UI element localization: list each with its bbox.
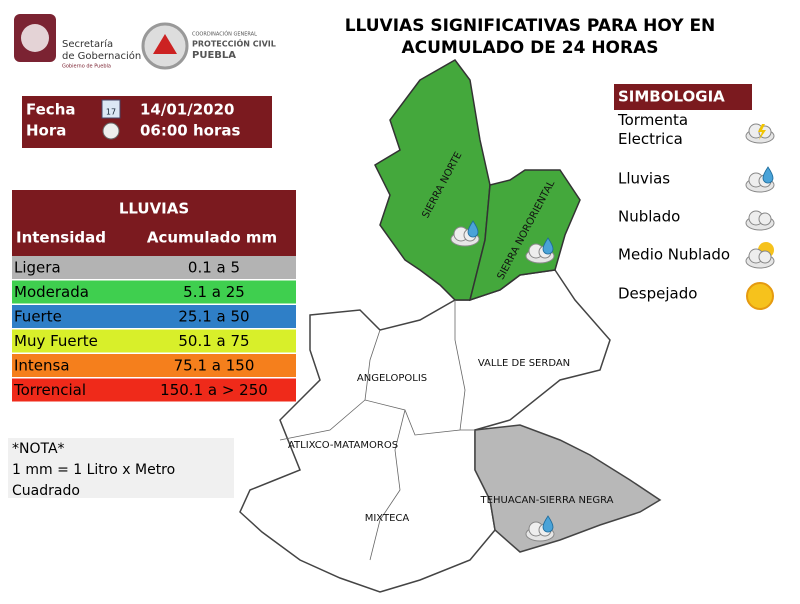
table-row [12, 305, 296, 328]
range: 0.1 a 5 [188, 259, 240, 277]
sun [746, 282, 774, 310]
table-row [12, 280, 296, 304]
range: 5.1 a 25 [183, 283, 245, 301]
column-header: Acumulado mm [147, 229, 277, 247]
legend-title: SIMBOLOGIA [618, 88, 725, 106]
region-label: ANGELOPOLIS [357, 373, 427, 384]
legend-icon [746, 282, 774, 310]
title: LLUVIAS SIGNIFICATIVAS PARA HOY EN [345, 16, 716, 36]
legend-icon [745, 123, 775, 144]
calendar-icon: 17 [106, 108, 116, 117]
logo-left: Secretaría de Gobernación Gobierno de Pu… [14, 14, 141, 70]
intensity: Moderada [14, 283, 89, 301]
logo-right: COORDINACIÓN GENERAL PROTECCIÓN CIVIL PU… [141, 22, 276, 70]
intensity: Intensa [14, 357, 70, 375]
legend-label: Nublado [618, 208, 680, 226]
logo-text: Secretaría [62, 38, 113, 50]
legend-label: Medio Nublado [618, 246, 730, 264]
intensity: Ligera [14, 259, 61, 277]
note-text: Cuadrado [12, 483, 80, 499]
title: ACUMULADO DE 24 HORAS [401, 38, 658, 58]
note-title: *NOTA* [12, 441, 65, 457]
range: 150.1 a > 250 [160, 381, 268, 399]
logo-text: COORDINACIÓN GENERAL [192, 31, 257, 38]
intensity: Muy Fuerte [14, 332, 98, 350]
bolt [758, 124, 766, 140]
table-row [12, 378, 296, 402]
table-row [12, 329, 296, 353]
region-label: VALLE DE SERDAN [478, 358, 570, 369]
intensity: Torrencial [13, 381, 86, 399]
inner-border [279, 300, 475, 561]
legend-icon [745, 242, 775, 269]
range: 75.1 a 150 [174, 357, 255, 375]
map [239, 59, 662, 593]
note: *NOTA* 1 mm = 1 Litro x Metro Cuadrado [8, 438, 234, 499]
region-label: MIXTECA [365, 513, 410, 524]
logo-text: PROTECCIÓN CIVIL [192, 38, 276, 49]
value: 14/01/2020 [140, 101, 234, 119]
rain-table: LLUVIAS Intensidad Acumulado mm Ligera 0.… [12, 190, 296, 402]
cloud [745, 123, 775, 144]
region-green [374, 59, 491, 301]
table-row [12, 354, 296, 377]
legend-label: Electrica [618, 130, 683, 148]
column-header: Intensidad [16, 229, 106, 247]
date-box: Fecha 17 14/01/2020 Hora 06:00 horas [22, 96, 272, 148]
range: 25.1 a 50 [178, 308, 249, 326]
note-text: 1 mm = 1 Litro x Metro [12, 462, 175, 478]
legend-icon [745, 210, 775, 231]
region-label: TEHUACAN-SIERRA NEGRA [480, 495, 614, 506]
legend-icon [745, 166, 775, 193]
label: Fecha [26, 101, 76, 119]
region-green [468, 169, 581, 302]
region-gray [474, 424, 662, 553]
legend-label: Tormenta [617, 111, 688, 129]
logo-text: PUEBLA [192, 50, 236, 61]
label: Hora [26, 122, 66, 140]
value: 06:00 horas [140, 122, 240, 140]
intensity: Fuerte [14, 308, 62, 326]
logo-text: de Gobernación [62, 50, 141, 62]
table-title: LLUVIAS [119, 200, 189, 218]
drop [762, 166, 774, 184]
table-row [12, 256, 296, 279]
cloud [745, 210, 775, 231]
region-label: ATLIXCO-MATAMOROS [288, 440, 398, 451]
logo-text: Gobierno de Puebla [62, 64, 111, 70]
legend-label: Despejado [618, 285, 697, 303]
range: 50.1 a 75 [178, 332, 249, 350]
legend-label: Lluvias [618, 170, 670, 188]
